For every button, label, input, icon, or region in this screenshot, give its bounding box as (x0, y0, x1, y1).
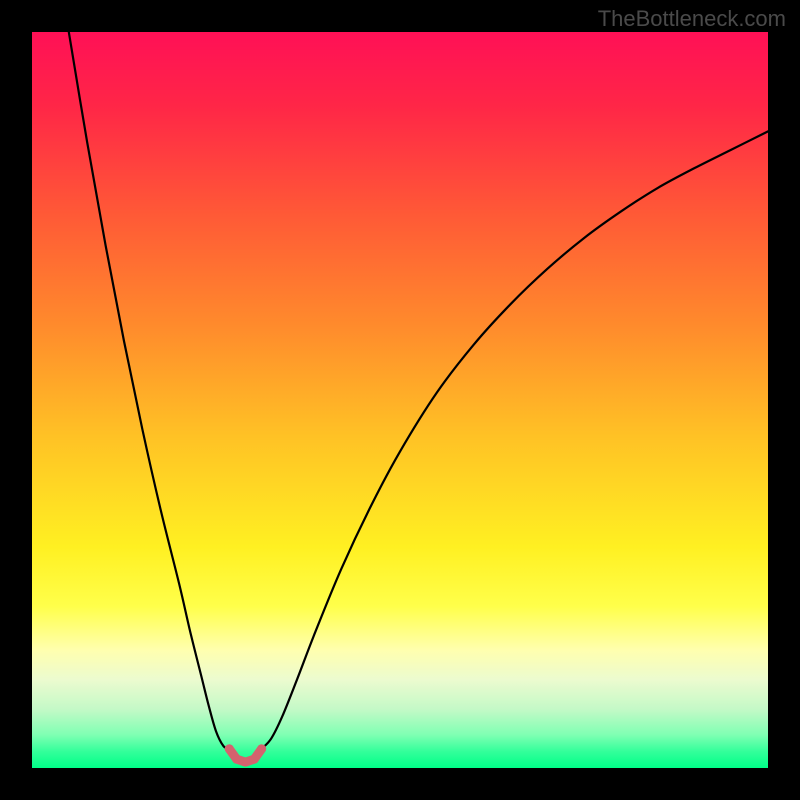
marker-dot (225, 744, 234, 753)
marker-dot (232, 755, 241, 764)
curves-overlay (32, 32, 768, 768)
bottleneck-curve-left (69, 32, 229, 749)
marker-dot (257, 744, 266, 753)
chart-container: TheBottleneck.com (0, 0, 800, 800)
bottleneck-curve-right (262, 131, 768, 749)
marker-dot (250, 755, 259, 764)
watermark-text: TheBottleneck.com (598, 6, 786, 32)
marker-dot (241, 758, 250, 767)
plot-area (32, 32, 768, 768)
